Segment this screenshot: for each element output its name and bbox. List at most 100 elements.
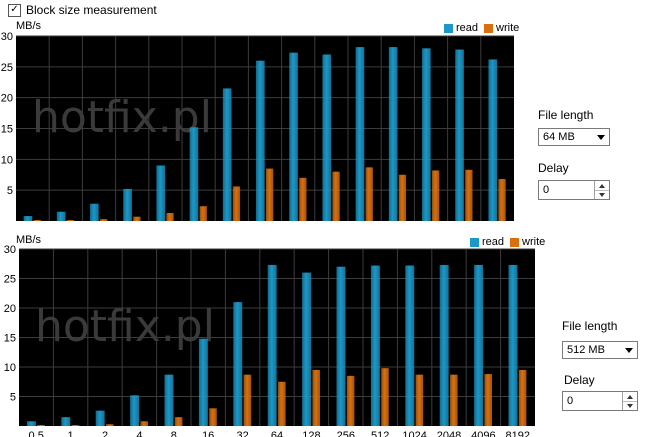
bar-read — [355, 47, 365, 221]
bar-chart-64mb: hotfix.pl510152025300.512481632641282565… — [1, 31, 514, 222]
file-length-value: 512 MB — [567, 344, 605, 356]
arrow-up-icon — [599, 183, 605, 188]
block-size-label: Block size measurement — [26, 3, 157, 17]
bar-read — [130, 395, 140, 426]
bar-read — [198, 338, 208, 426]
x-tick-label: 64 — [271, 430, 283, 437]
bar-write — [243, 374, 252, 426]
chart-legend: read write — [444, 22, 519, 34]
legend-write-label: write — [496, 22, 520, 34]
bar-write — [99, 219, 108, 221]
bar-read — [189, 127, 199, 221]
bar-write — [278, 381, 286, 426]
arrow-down-icon — [599, 192, 605, 197]
delay-spinbox[interactable]: 0 — [562, 391, 638, 411]
bar-write — [33, 220, 41, 221]
checkmark-icon: ✓ — [10, 4, 19, 15]
y-tick-label: 15 — [4, 333, 16, 345]
bar-read — [370, 265, 380, 426]
legend-read-label: read — [456, 22, 479, 34]
y-tick-label: 30 — [1, 31, 13, 43]
bar-write — [450, 374, 458, 426]
x-tick-label: 8192 — [506, 430, 530, 437]
bar-write — [381, 368, 389, 426]
bar-write — [299, 177, 307, 221]
bar-read — [56, 211, 66, 221]
x-tick-label: 1 — [68, 430, 74, 437]
bar-write — [232, 186, 241, 221]
watermark-text: hotfix.pl — [35, 301, 215, 352]
bar-write — [37, 425, 45, 426]
options-bar: ✓ Block size measurement — [0, 0, 648, 20]
spin-up-button[interactable] — [623, 392, 637, 402]
bar-read — [388, 47, 398, 221]
bar-read — [336, 266, 346, 426]
bar-write — [415, 374, 424, 426]
legend-read-swatch — [444, 23, 453, 33]
y-tick-label: 25 — [1, 62, 13, 74]
bar-read — [90, 203, 99, 221]
bar-read — [474, 264, 484, 426]
chevron-down-icon — [625, 347, 633, 353]
x-tick-label: 32 — [236, 430, 248, 437]
x-tick-label: 128 — [302, 430, 320, 437]
bar-chart-512mb: hotfix.pl 5 10 15 20 25 30 0.5 1 2 4 8 16 32 64 128 256 5… — [4, 244, 535, 437]
bar-write — [484, 374, 492, 426]
bar-write — [174, 417, 183, 426]
bar-write — [498, 179, 506, 221]
delay-spinbox[interactable]: 0 — [538, 180, 610, 200]
bar-read — [422, 48, 431, 221]
bar-write — [431, 170, 440, 221]
y-tick-label: 10 — [1, 154, 13, 166]
block-size-option[interactable]: ✓ Block size measurement — [8, 3, 157, 17]
x-tick-label: 256 — [337, 430, 355, 437]
x-tick-label: 2 — [102, 430, 108, 437]
bar-write — [518, 369, 527, 426]
legend-read-swatch — [470, 237, 479, 247]
arrow-down-icon — [627, 403, 633, 408]
bar-write — [133, 216, 141, 221]
bar-write — [265, 168, 274, 221]
bar-read — [61, 417, 71, 426]
bar-read — [156, 165, 166, 221]
x-tick-label: 2048 — [437, 430, 461, 437]
spin-buttons — [622, 392, 637, 410]
file-length-select[interactable]: 512 MB — [562, 341, 638, 359]
bar-write — [106, 424, 114, 426]
bar-write — [209, 408, 217, 426]
chart-panel-512mb: MB/s read write hotfix.pl 5 10 15 20 25 30 0.5 1… — [0, 232, 546, 437]
chart-legend: read write — [470, 236, 545, 248]
x-tick-label: 0.5 — [29, 430, 44, 437]
file-length-select[interactable]: 64 MB — [538, 128, 610, 146]
y-tick-label: 5 — [10, 392, 16, 404]
bar-write — [465, 169, 473, 221]
y-tick-label: 20 — [1, 93, 13, 105]
bar-read — [508, 264, 518, 426]
bar-write — [66, 220, 75, 221]
legend-read-label: read — [482, 236, 505, 248]
bar-write — [398, 174, 407, 221]
bar-write — [365, 167, 373, 221]
legend-write-swatch — [510, 237, 520, 247]
bar-read — [405, 265, 415, 426]
x-tick-label: 512 — [371, 430, 389, 437]
bar-read — [455, 49, 464, 221]
spin-down-button[interactable] — [595, 190, 609, 199]
arrow-up-icon — [627, 394, 633, 399]
bar-read — [439, 264, 449, 426]
bar-read — [488, 59, 498, 221]
bar-write — [332, 171, 340, 221]
file-length-label: File length — [562, 319, 618, 333]
bar-read — [267, 264, 277, 426]
bar-write — [140, 421, 148, 426]
y-tick-label: 5 — [7, 185, 13, 197]
delay-value: 0 — [567, 395, 574, 407]
spin-down-button[interactable] — [623, 401, 637, 410]
block-size-checkbox[interactable]: ✓ — [8, 3, 21, 17]
chart-unit-label: MB/s — [16, 20, 42, 32]
spin-up-button[interactable] — [595, 181, 609, 191]
x-tick-label: 8 — [171, 430, 177, 437]
bar-read — [23, 216, 33, 221]
settings-panel-512mb: File length 512 MB Delay 0 — [560, 318, 648, 418]
y-tick-label: 15 — [1, 124, 13, 136]
